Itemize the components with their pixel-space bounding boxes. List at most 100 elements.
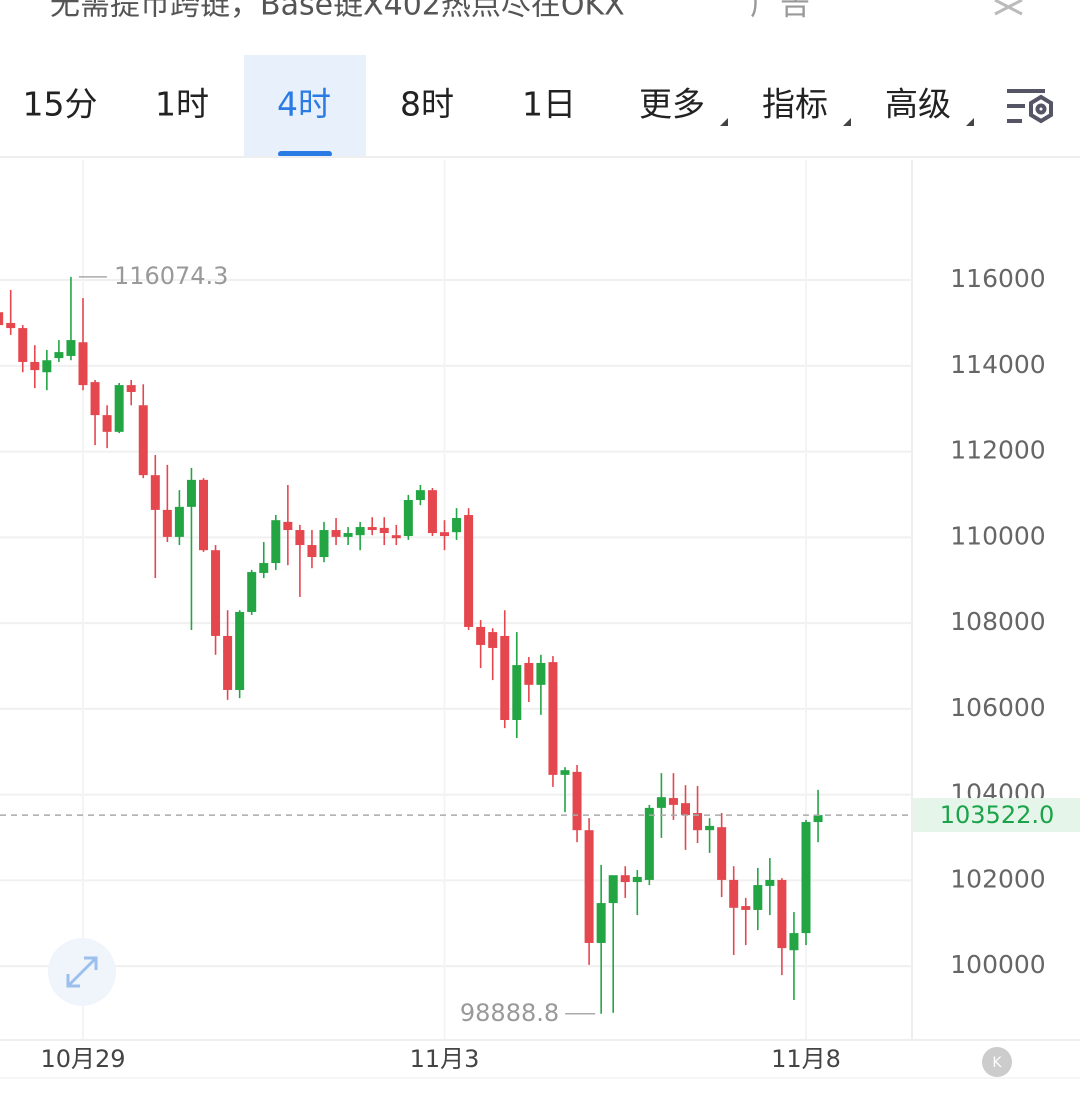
candle-body — [777, 879, 787, 949]
ad-tag: 广告 — [750, 0, 810, 23]
candle-body — [138, 405, 148, 476]
candle-body — [548, 662, 558, 775]
candle-body — [705, 825, 715, 831]
y-tick-label: 100000 — [950, 950, 1045, 979]
candle-body — [259, 563, 269, 573]
candle-body — [717, 827, 727, 880]
candle-body — [6, 322, 16, 329]
candle-body — [343, 533, 353, 537]
candle-body — [319, 530, 329, 558]
candle-body — [572, 771, 582, 831]
candle-body — [464, 515, 474, 627]
candle-body — [331, 530, 341, 537]
candle-body — [452, 518, 462, 533]
candle-body — [126, 385, 136, 392]
tab-indicator — [278, 151, 332, 157]
dropdown-triangle — [966, 118, 974, 126]
y-tick-label: 112000 — [950, 436, 1045, 465]
candle-body — [355, 527, 365, 536]
candle-body — [186, 479, 196, 507]
tab[interactable]: 15分 — [23, 85, 98, 124]
y-tick-label: 102000 — [950, 864, 1045, 893]
y-tick-label: 108000 — [950, 607, 1045, 636]
candle-body — [211, 550, 221, 636]
tab[interactable]: 1时 — [155, 85, 209, 124]
candle-body — [801, 822, 811, 934]
expand-button[interactable] — [48, 938, 116, 1006]
candle-body — [620, 875, 630, 883]
candle-body — [440, 532, 449, 537]
candle-body — [114, 385, 124, 432]
candle-body — [813, 815, 823, 823]
tab-bar: 15分 1时 4时 8时 1日 更多 指标 高级 — [23, 55, 974, 157]
candle-body — [150, 475, 160, 510]
candle-body — [500, 635, 510, 720]
candle-body — [584, 830, 594, 943]
tab[interactable]: 1日 — [522, 85, 576, 124]
candle-body — [235, 611, 245, 690]
candle-body — [379, 527, 389, 534]
settings-icon[interactable] — [1007, 89, 1053, 124]
svg-text:K: K — [992, 1055, 1002, 1071]
candle-body — [488, 632, 498, 648]
candle-body — [644, 807, 654, 880]
candle-body — [78, 342, 88, 386]
candle-body — [427, 490, 437, 534]
candle-body — [560, 770, 570, 775]
x-tick-label: 10月29 — [40, 1045, 125, 1073]
candle-body — [741, 906, 751, 910]
candle-body — [0, 312, 4, 326]
candle-body — [90, 382, 100, 416]
candle-body — [729, 879, 739, 908]
candle-body — [536, 662, 546, 685]
last-price-box — [913, 798, 1080, 833]
candle-body — [174, 506, 184, 537]
candle-body — [656, 797, 666, 808]
candle-body — [596, 903, 606, 943]
candle-body — [668, 798, 678, 805]
candle-body — [765, 879, 775, 886]
candle-body — [403, 500, 413, 537]
tab[interactable]: 更多 — [639, 85, 705, 124]
candle-body — [681, 803, 690, 816]
y-tick-label: 106000 — [950, 693, 1045, 722]
last-price-label: 103522.0 — [940, 801, 1055, 829]
candle-body — [54, 352, 64, 359]
scroll-latest-button[interactable]: K — [982, 1047, 1012, 1077]
x-tick-label: 11月8 — [771, 1045, 841, 1073]
max-label: 116074.3 — [114, 262, 229, 290]
candle-body — [367, 527, 377, 531]
x-tick-label: 11月3 — [410, 1045, 480, 1073]
tab[interactable]: 8时 — [400, 85, 454, 124]
close-icon[interactable] — [994, 0, 1023, 16]
candle-body — [199, 479, 208, 551]
dropdown-triangle — [720, 118, 728, 126]
tab[interactable]: 4时 — [277, 85, 331, 124]
candle-body — [162, 509, 172, 537]
ad-banner[interactable]: 无需提币跨链，Base链X402热点尽在OKX — [50, 0, 625, 23]
tab[interactable]: 高级 — [885, 85, 951, 124]
y-tick-label: 110000 — [950, 521, 1045, 550]
candle-body — [102, 415, 112, 432]
candle-body — [789, 933, 799, 951]
candle-body — [247, 572, 257, 612]
tab[interactable]: 指标 — [762, 85, 828, 124]
candle-body — [608, 875, 618, 904]
candle-body — [693, 813, 703, 831]
dropdown-triangle — [843, 118, 851, 126]
candle-body — [295, 530, 305, 546]
chart: 1000001020001040001060001080001100001120… — [0, 160, 1080, 1073]
candle-body — [415, 490, 425, 501]
candle-body — [30, 361, 40, 371]
tab-selected-bg — [244, 55, 366, 157]
candle-body — [476, 626, 486, 645]
candle-body — [307, 545, 317, 558]
candle-body — [223, 635, 233, 690]
candle-body — [632, 876, 642, 883]
y-tick-label: 116000 — [950, 264, 1045, 293]
candle-body — [283, 521, 293, 531]
candle-body — [524, 662, 534, 685]
candle-body — [271, 520, 281, 564]
